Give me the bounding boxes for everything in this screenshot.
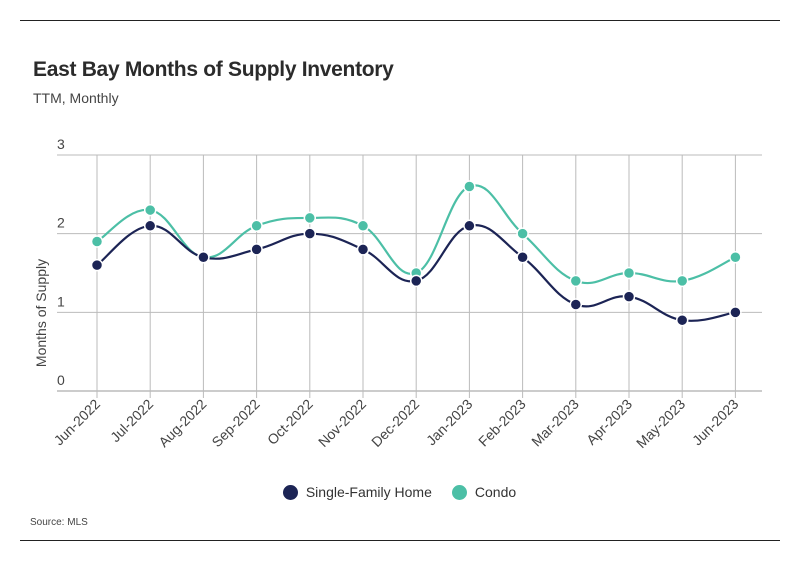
y-tick-label: 2 [57, 215, 65, 231]
legend-item-single-family[interactable]: Single-Family Home [282, 484, 432, 500]
x-tick-label: Jan-2023 [423, 396, 476, 449]
data-point-1-3 [250, 219, 263, 233]
x-tick-label: Jun-2023 [689, 396, 742, 449]
y-axis-label: Months of Supply [33, 259, 49, 367]
top-rule [20, 20, 780, 21]
x-tick-label: Sep-2022 [208, 396, 262, 450]
data-point-0-12 [729, 306, 742, 319]
x-tick-label: Oct-2022 [264, 396, 316, 448]
data-point-0-4 [303, 227, 317, 240]
y-tick-label: 0 [57, 372, 65, 388]
x-tick-label: Dec-2022 [368, 396, 422, 450]
data-point-1-7 [463, 180, 476, 193]
x-tick-label: Feb-2023 [475, 396, 529, 450]
data-point-1-8 [516, 227, 529, 240]
data-point-1-1 [143, 203, 157, 217]
data-point-0-7 [463, 219, 476, 233]
chart-title: East Bay Months of Supply Inventory [33, 58, 394, 81]
legend-label: Single-Family Home [305, 484, 432, 500]
source-note: Source: MLS [30, 517, 88, 528]
data-point-0-10 [622, 290, 636, 303]
data-point-1-5 [356, 219, 370, 233]
data-point-0-3 [250, 243, 263, 256]
chart-subtitle: TTM, Monthly [33, 90, 119, 106]
data-point-1-9 [569, 274, 583, 288]
x-tick-label: Mar-2023 [528, 396, 582, 450]
data-point-0-0 [90, 258, 104, 272]
data-point-1-12 [729, 251, 742, 264]
x-tick-label: May-2023 [633, 396, 688, 451]
x-tick-label: Jul-2022 [107, 396, 156, 445]
data-point-1-4 [303, 211, 317, 225]
data-point-0-9 [569, 298, 583, 311]
data-point-0-2 [197, 251, 210, 264]
data-point-0-5 [356, 243, 370, 256]
legend-marker-single-family [282, 484, 298, 500]
x-tick-label: Aug-2022 [155, 396, 209, 450]
legend-label: Condo [474, 484, 517, 500]
data-point-0-6 [409, 274, 423, 288]
data-point-0-11 [675, 313, 689, 327]
data-point-0-8 [516, 251, 529, 264]
x-tick-label: Nov-2022 [315, 396, 369, 450]
data-point-1-11 [675, 274, 689, 288]
y-tick-label: 3 [57, 136, 65, 152]
bottom-rule [20, 540, 780, 541]
legend-marker-condo [451, 484, 467, 500]
data-point-1-10 [622, 266, 636, 280]
legend: Single-Family Home Condo [0, 484, 799, 500]
x-tick-label: Jun-2022 [51, 396, 104, 449]
data-point-0-1 [143, 219, 157, 233]
data-point-1-0 [90, 235, 104, 248]
y-tick-label: 1 [57, 293, 65, 309]
x-tick-label: Apr-2023 [583, 396, 635, 448]
legend-item-condo[interactable]: Condo [451, 484, 517, 500]
